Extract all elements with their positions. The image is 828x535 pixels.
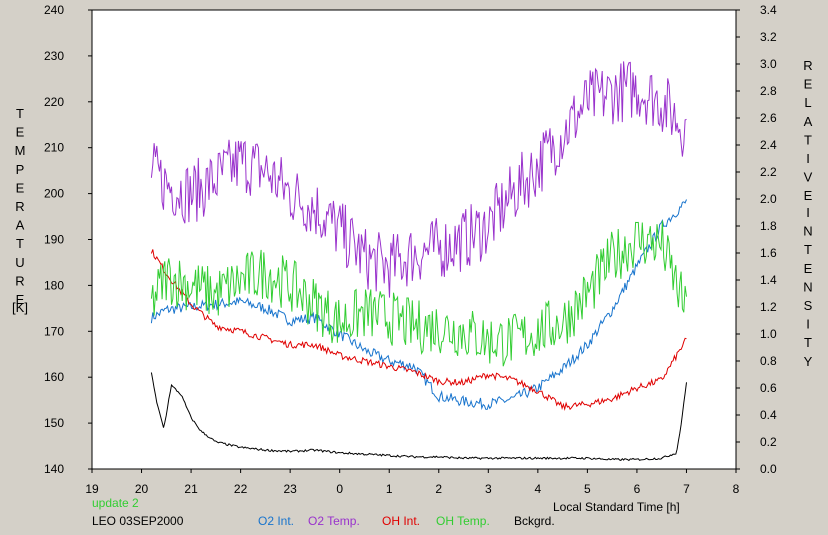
right-tick-label: 2.6	[760, 111, 777, 125]
right-axis-letter: T	[804, 242, 812, 257]
left-tick-label: 160	[44, 370, 64, 384]
right-axis-letter: N	[803, 279, 812, 294]
series-oh-temp	[150, 220, 687, 367]
right-tick-label: 1.0	[760, 327, 777, 341]
x-tick-label: 0	[336, 482, 343, 496]
left-tick-label: 190	[44, 233, 64, 247]
right-tick-label: 0.0	[760, 462, 777, 476]
left-axis-letter: E	[16, 125, 25, 140]
right-tick-label: 0.4	[760, 408, 777, 422]
left-axis-letter: A	[16, 218, 25, 233]
left-tick-label: 140	[44, 462, 64, 476]
right-tick-label: 3.4	[760, 3, 777, 17]
left-tick-label: 170	[44, 324, 64, 338]
x-tick-label: 22	[234, 482, 248, 496]
right-tick-label: 2.8	[760, 84, 777, 98]
left-tick-label: 180	[44, 278, 64, 292]
legend-bckgrd: Bckgrd.	[514, 514, 555, 528]
right-axis-letter: I	[806, 151, 810, 166]
series-o2-temp	[150, 61, 687, 298]
x-tick-label: 3	[485, 482, 492, 496]
right-tick-label: 1.4	[760, 273, 777, 287]
x-tick-label: 4	[535, 482, 542, 496]
plot-area	[91, 9, 737, 470]
right-axis-letter: N	[803, 224, 812, 239]
update-label: update 2	[92, 496, 139, 510]
right-tick-label: 3.2	[760, 30, 777, 44]
right-axis-letter: I	[806, 205, 810, 220]
right-axis-letter: A	[804, 114, 813, 129]
station-label: LEO 03SEP2000	[92, 514, 184, 528]
left-tick-label: 240	[44, 3, 64, 17]
x-axis-label: Local Standard Time [h]	[553, 500, 680, 514]
right-axis-letter: I	[806, 317, 810, 332]
series-bckgrd	[150, 372, 687, 462]
right-tick-label: 1.2	[760, 300, 777, 314]
left-tick-label: 200	[44, 187, 64, 201]
left-axis-letter: T	[16, 106, 24, 121]
right-axis-letter: T	[804, 132, 812, 147]
right-tick-label: 2.0	[760, 192, 777, 206]
x-tick-label: 19	[85, 482, 99, 496]
left-axis-letter: P	[16, 162, 25, 177]
legend-o2-int: O2 Int.	[258, 514, 295, 528]
x-tick-label: 20	[135, 482, 149, 496]
x-tick-label: 8	[733, 482, 740, 496]
x-tick-label: 1	[386, 482, 393, 496]
left-axis-letter: M	[15, 143, 26, 158]
left-tick-label: 220	[44, 95, 64, 109]
left-axis-letter: U	[15, 255, 24, 270]
legend-oh-int: OH Int.	[382, 514, 421, 528]
left-tick-label: 150	[44, 416, 64, 430]
left-axis-letter: E	[16, 292, 25, 307]
right-tick-label: 0.6	[760, 381, 777, 395]
left-axis-letter: R	[15, 199, 24, 214]
right-tick-label: 3.0	[760, 57, 777, 71]
right-tick-label: 2.2	[760, 165, 777, 179]
right-tick-label: 2.4	[760, 138, 777, 152]
x-tick-label: 7	[683, 482, 690, 496]
x-tick-label: 2	[435, 482, 442, 496]
series-o2-int	[150, 199, 687, 411]
right-axis-letter: S	[804, 298, 813, 313]
right-axis-letter: E	[804, 188, 813, 203]
right-tick-label: 0.2	[760, 435, 777, 449]
x-tick-label: 6	[634, 482, 641, 496]
right-axis-letter: Y	[804, 354, 813, 369]
legend-o2-temp: O2 Temp.	[308, 514, 360, 528]
left-axis-letter: R	[15, 273, 24, 288]
left-tick-label: 230	[44, 49, 64, 63]
x-tick-label: 21	[184, 482, 198, 496]
left-axis-letter: T	[16, 236, 24, 251]
right-axis-letter: R	[803, 58, 812, 73]
right-axis-letter: T	[804, 335, 812, 350]
right-axis-letter: E	[804, 77, 813, 92]
legend-oh-temp: OH Temp.	[436, 514, 490, 528]
left-tick-label: 210	[44, 141, 64, 155]
right-axis-letter: V	[804, 170, 813, 185]
series-oh-int	[150, 249, 687, 411]
left-axis-letter: E	[16, 180, 25, 195]
right-tick-label: 1.6	[760, 246, 777, 260]
left-axis-unit: [K]	[12, 300, 28, 315]
right-axis-letter: E	[804, 261, 813, 276]
right-axis-letter: L	[804, 95, 811, 110]
x-tick-label: 23	[283, 482, 297, 496]
x-tick-label: 5	[584, 482, 591, 496]
right-tick-label: 0.8	[760, 354, 777, 368]
right-tick-label: 1.8	[760, 219, 777, 233]
